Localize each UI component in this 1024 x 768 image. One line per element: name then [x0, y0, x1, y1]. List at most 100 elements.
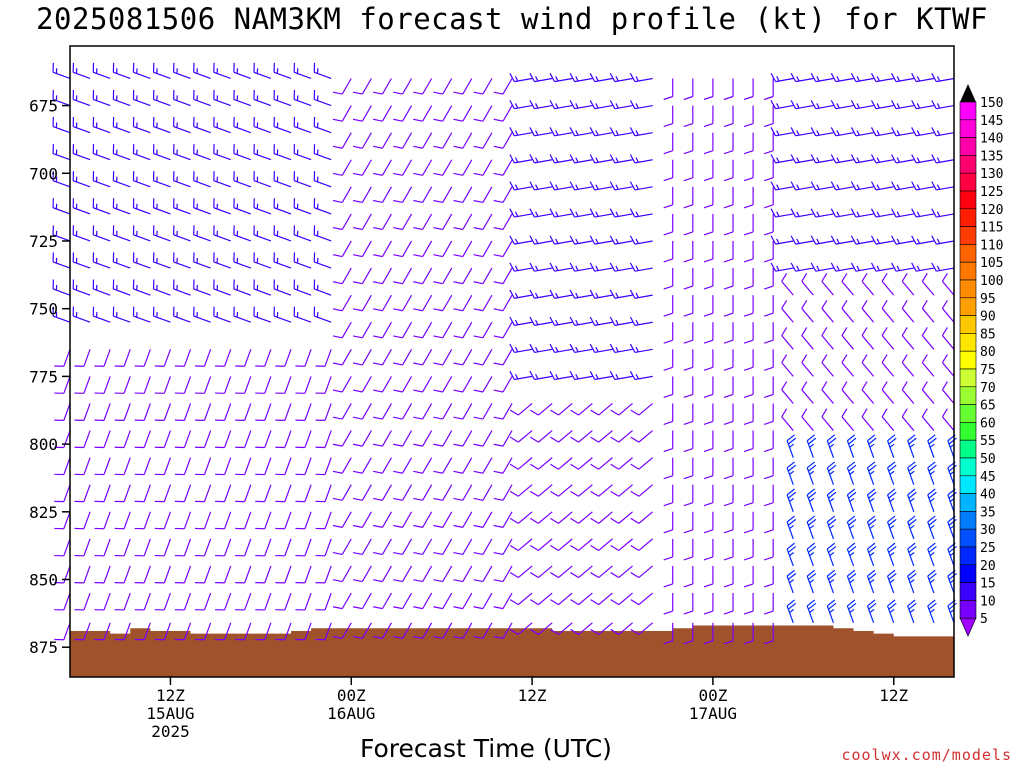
wind-barb — [743, 213, 754, 236]
wind-barb — [473, 213, 493, 231]
wind-barb — [821, 272, 834, 296]
wind-barb — [134, 349, 151, 367]
wind-barb — [529, 262, 553, 272]
wind-barb — [901, 327, 915, 350]
site-credit[interactable]: coolwx.com/models — [841, 746, 1012, 764]
wind-barb — [743, 295, 754, 317]
colorbar-swatch — [959, 119, 977, 138]
wind-barb — [52, 144, 71, 161]
wind-barb — [663, 538, 674, 561]
wind-barb — [911, 208, 935, 218]
wind-barb — [255, 403, 272, 421]
wind-barb — [255, 538, 272, 557]
wind-barb — [743, 538, 754, 561]
wind-barb — [881, 327, 895, 350]
wind-barb — [630, 538, 654, 551]
wind-barb — [413, 457, 433, 474]
wind-barb — [763, 593, 774, 615]
wind-barb — [493, 321, 513, 339]
wind-barb — [911, 235, 935, 245]
wind-barb — [352, 321, 372, 339]
wind-barb — [590, 538, 613, 551]
wind-barb — [589, 343, 613, 354]
colorbar-swatch — [959, 297, 977, 316]
wind-barb — [174, 538, 192, 557]
wind-barb — [529, 181, 553, 191]
wind-barb — [253, 171, 272, 188]
wind-barb — [54, 622, 71, 641]
wind-barb — [493, 78, 513, 95]
wind-barb — [473, 403, 493, 420]
colorbar-max-arrow — [960, 84, 976, 102]
wind-barb — [92, 306, 111, 323]
wind-barb — [870, 235, 894, 245]
wind-barb — [763, 430, 774, 453]
wind-barb — [763, 132, 774, 155]
wind-barb — [473, 484, 493, 501]
wind-barb — [174, 403, 192, 421]
wind-barb — [253, 225, 272, 242]
wind-barb — [275, 511, 292, 530]
wind-barb — [763, 78, 774, 101]
wind-barb — [911, 181, 935, 191]
wind-barb — [352, 294, 372, 312]
wind-barb — [193, 279, 211, 296]
wind-barb — [194, 484, 212, 503]
wind-barb — [810, 154, 834, 164]
wind-barb — [473, 267, 493, 285]
wind-barb — [927, 569, 937, 594]
wind-barb — [529, 100, 553, 110]
wind-barb — [453, 457, 473, 474]
wind-barb — [790, 262, 814, 272]
colorbar-swatch — [959, 350, 977, 370]
wind-barb — [891, 235, 914, 245]
wind-barb — [72, 198, 91, 215]
wind-barb — [393, 511, 413, 528]
wind-barb — [74, 403, 91, 421]
wind-barb — [850, 127, 874, 137]
wind-barb — [723, 376, 734, 398]
wind-barb — [907, 515, 917, 540]
wind-barb — [663, 105, 674, 128]
wind-barb — [293, 306, 312, 323]
wind-barb — [352, 132, 372, 149]
wind-barb — [743, 78, 754, 101]
x-tick-label: 00Z — [698, 686, 727, 705]
wind-barb — [94, 376, 111, 394]
wind-barb — [549, 208, 573, 218]
wind-barb — [273, 279, 292, 296]
wind-barb — [763, 268, 774, 290]
wind-barb — [453, 349, 473, 366]
wind-barb — [193, 198, 211, 215]
wind-barb — [663, 511, 674, 534]
wind-barb — [473, 376, 493, 393]
wind-barb — [154, 511, 172, 530]
colorbar-label: 95 — [980, 292, 996, 307]
wind-barb — [947, 542, 957, 567]
wind-barb — [253, 198, 272, 215]
wind-barb — [550, 484, 573, 497]
wind-barb — [947, 488, 957, 513]
wind-barb — [870, 100, 894, 110]
wind-barb — [132, 89, 151, 107]
wind-barb — [810, 235, 834, 245]
wind-barb — [352, 403, 372, 420]
wind-barb — [92, 144, 111, 161]
wind-barb — [134, 565, 151, 584]
wind-barb — [473, 294, 493, 312]
wind-barb — [193, 89, 211, 107]
wind-barb — [92, 171, 111, 188]
wind-barb — [174, 349, 192, 367]
wind-barb — [887, 461, 897, 485]
wind-barb — [810, 208, 834, 218]
colorbar-swatch — [959, 600, 977, 619]
wind-barb — [373, 430, 392, 447]
y-tick-label: 850 — [29, 571, 58, 590]
wind-barb — [173, 62, 191, 80]
y-tick-label: 725 — [29, 232, 58, 251]
wind-barb — [194, 592, 212, 611]
wind-barb — [215, 349, 232, 367]
wind-barb — [114, 457, 131, 476]
wind-barb — [352, 105, 372, 122]
wind-barb — [293, 225, 312, 242]
